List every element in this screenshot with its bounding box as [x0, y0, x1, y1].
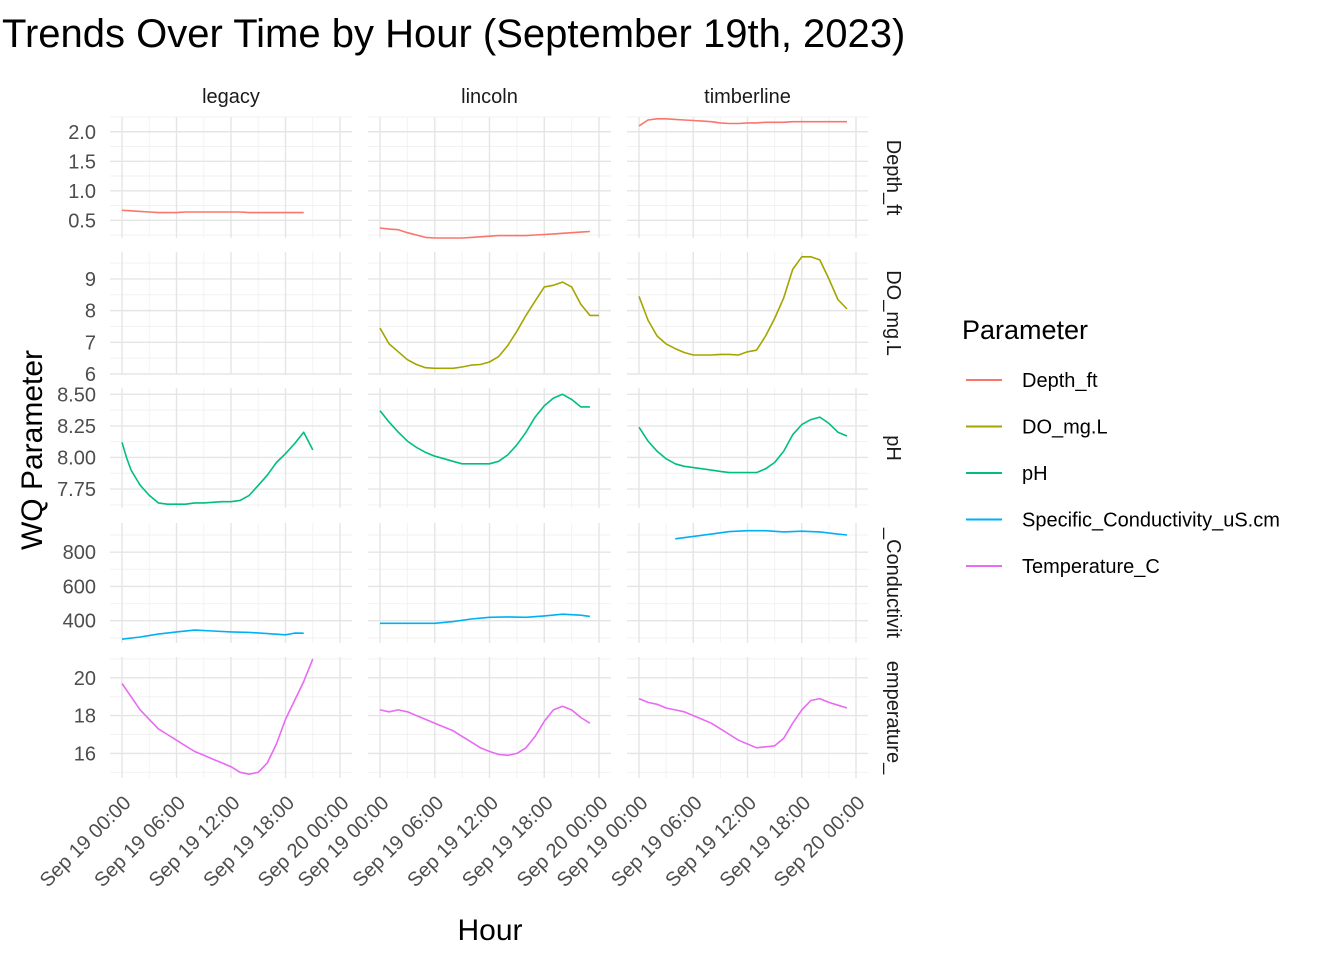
series-line-Specific_Conductivity_uS.cm-legacy [121, 629, 304, 640]
y-tick-label: 0.5 [68, 210, 96, 232]
panel-legacy-DO_mg.L: 6 7 8 9 [85, 252, 352, 386]
y-tick-label: 8.25 [57, 416, 96, 438]
series-line-DO_mg.L-timberline [638, 256, 848, 356]
series-line-DO_mg.L-lincoln [379, 281, 599, 370]
series-line-pH-legacy [121, 431, 314, 505]
panel-timberline-Specific_Conductivity_uS.cm [627, 523, 868, 643]
series-line-Depth_ft-timberline [638, 118, 847, 127]
legend-label-Depth_ft: Depth_ft [1022, 370, 1098, 392]
series-line-Depth_ft-legacy [121, 209, 304, 214]
y-tick-label: 600 [63, 576, 96, 598]
strip-label-legacy: legacy [202, 86, 260, 108]
strip-label-row-3: pH [882, 435, 904, 461]
y-tick-label: 1.0 [68, 181, 96, 203]
y-tick-label: 6 [85, 364, 96, 386]
legend-label-Specific_Conductivity_uS.cm: Specific_Conductivity_uS.cm [1022, 510, 1280, 532]
y-tick-label: 9 [85, 269, 96, 291]
y-tick-label: 7 [85, 332, 96, 354]
y-tick-label: 18 [74, 706, 96, 728]
panel-lincoln-DO_mg.L [368, 252, 611, 375]
y-tick-label: 8 [85, 301, 96, 323]
panel-legacy-Specific_Conductivity_uS.cm: 400 600 800 [63, 523, 352, 643]
series-line-Temperature_C-lincoln [379, 705, 591, 757]
legend-label-pH: pH [1022, 463, 1048, 485]
y-tick-label: 1.5 [68, 151, 96, 173]
strip-label-lincoln: lincoln [461, 86, 518, 108]
y-tick-label: 2.0 [68, 122, 96, 144]
legend-label-Temperature_C: Temperature_C [1022, 556, 1160, 578]
y-tick-label: 7.75 [57, 479, 96, 501]
legend: Depth_ft DO_mg.L pH Specific_Conductivity_u… [966, 370, 1280, 578]
series-line-Specific_Conductivity_uS.cm-timberline [675, 529, 848, 540]
series-line-pH-timberline [638, 416, 848, 474]
panel-lincoln-pH [368, 388, 611, 508]
x-axis-title: Hour [457, 914, 522, 947]
panel-grid: legacy lincoln timberline Depth_ft DO_mg.L pH… [36, 86, 904, 892]
y-tick-label: 16 [74, 743, 96, 765]
strip-label-row-1: Depth_ft [882, 140, 904, 216]
legend-label-DO_mg.L: DO_mg.L [1022, 417, 1108, 439]
series-line-Specific_Conductivity_uS.cm-lincoln [380, 613, 591, 625]
series-line-Temperature_C-legacy [121, 658, 314, 775]
legend-title: Parameter [962, 315, 1088, 345]
panel-legacy-pH: 7.75 8.00 8.25 8.50 [57, 384, 352, 508]
panel-timberline-pH [627, 388, 868, 508]
panel-legacy-Depth_ft: 0.5 1.0 1.5 2.0 [68, 116, 352, 238]
y-tick-label: 400 [63, 611, 96, 633]
strip-label-timberline: timberline [704, 86, 791, 108]
y-tick-label: 8.00 [57, 447, 96, 469]
panel-timberline-Depth_ft [627, 116, 868, 238]
strip-label-row-5: emperature_ [882, 661, 904, 775]
chart-title: Trends Over Time by Hour (September 19th… [2, 12, 905, 56]
series-line-Temperature_C-timberline [638, 697, 848, 749]
y-tick-label: 20 [74, 668, 96, 690]
strip-label-row-4: _Conductivit [882, 527, 904, 639]
series-line-Depth_ft-lincoln [379, 227, 590, 239]
series-line-pH-lincoln [379, 393, 590, 465]
panel-lincoln-Depth_ft [368, 116, 611, 239]
y-tick-label: 800 [63, 542, 96, 564]
strip-label-row-2: DO_mg.L [882, 270, 904, 356]
panel-lincoln-Specific_Conductivity_uS.cm [368, 523, 611, 643]
y-tick-label: 8.50 [57, 384, 96, 406]
panel-timberline-DO_mg.L [627, 252, 868, 375]
y-axis-title: WQ Parameter [16, 350, 49, 550]
